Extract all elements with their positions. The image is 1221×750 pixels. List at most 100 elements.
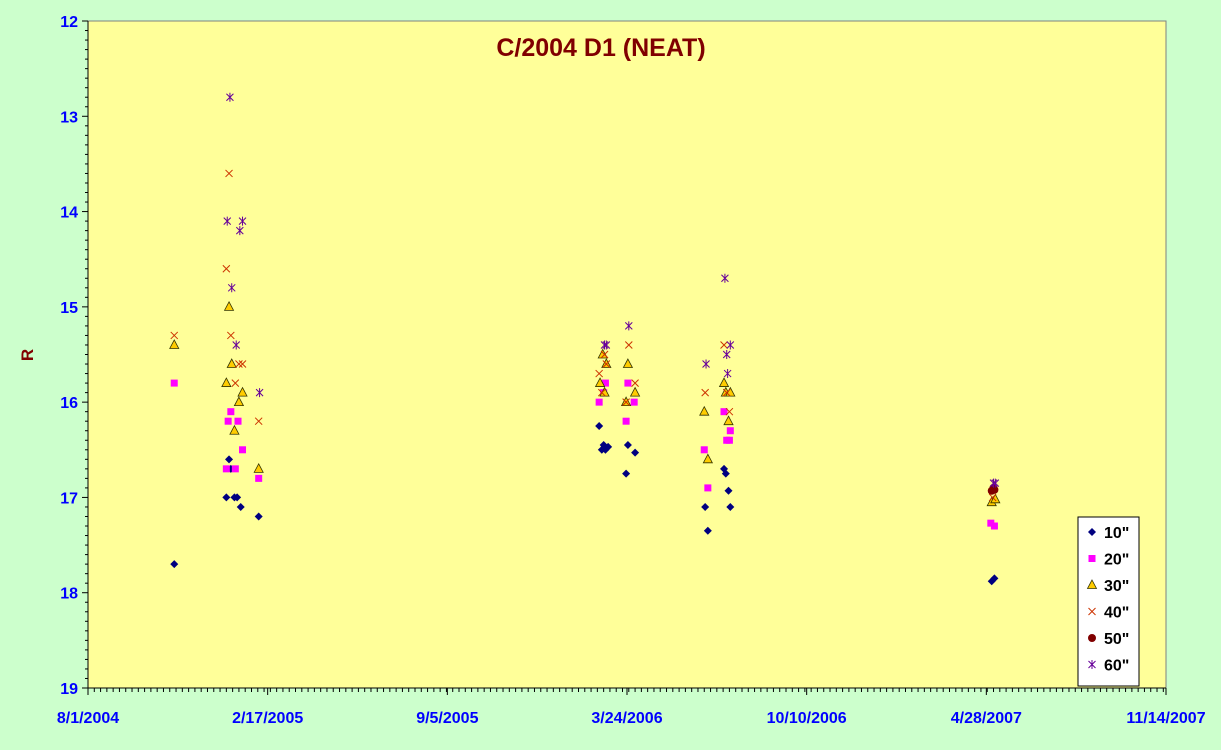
legend-marker [1088,555,1096,562]
x-tick-label: 10/10/2006 [767,710,847,727]
data-point [226,358,237,368]
data-point [224,417,232,425]
data-point [600,340,609,350]
data-point [223,216,232,226]
y-axis-label: R [18,349,37,361]
axes [82,20,1167,695]
x-tick-label: 4/28/2007 [951,710,1022,727]
legend-marker [1088,528,1096,536]
data-point [631,379,639,387]
data-point [988,493,997,502]
data-point [725,407,734,416]
y-tick-labels: 12 13 14 15 16 17 18 19 [60,14,78,698]
data-points [169,92,1001,586]
data-point [595,398,603,406]
data-point [989,478,998,488]
y-tick-label: 18 [60,586,78,603]
data-point [721,273,729,283]
data-point [225,169,233,178]
data-point [720,408,728,416]
data-point [725,436,733,444]
series-4 [170,169,997,502]
data-point [700,446,708,454]
data-point [255,388,264,398]
data-point [231,379,240,387]
series-3 [169,301,1001,507]
legend-marker [1088,634,1096,642]
y-tick-label: 14 [60,205,78,222]
data-point [235,360,243,368]
series-6 [223,92,1000,488]
data-point [723,415,734,426]
legend-label: 10" [1104,525,1129,542]
legend-marker [1088,607,1096,616]
data-point [704,484,712,492]
data-point [595,421,604,430]
legend-entry: 60" [1088,658,1129,675]
legend-entry: 50" [1088,631,1129,648]
data-point [597,388,606,397]
data-point [238,360,247,368]
data-point [699,405,710,416]
legend-label: 60" [1104,658,1129,675]
data-point [631,448,640,457]
data-point [235,226,244,236]
data-point [222,264,231,273]
legend-label: 20" [1104,552,1129,569]
x-tick-label: 11/14/2007 [1126,710,1205,727]
data-point [991,478,1000,488]
series-1 [170,421,999,586]
data-point [170,379,178,387]
chart-title: C/2004 D1 (NEAT) [496,34,705,62]
legend: 10" 20" 30" 40" 50" 60" [1077,516,1140,687]
data-point [722,350,731,359]
data-point [624,321,633,331]
data-point [601,379,609,387]
data-point [222,493,231,502]
data-point [990,493,1001,504]
data-point [229,424,240,435]
data-point [233,493,242,502]
data-point [237,386,248,397]
data-point [990,485,999,494]
legend-entry: 40" [1088,605,1129,622]
data-point [226,331,235,340]
data-point [703,526,712,535]
data-point [622,398,630,406]
data-point [622,469,631,478]
data-point [236,502,245,511]
data-point [622,358,634,368]
data-point [723,369,732,379]
legend-marker [1088,660,1096,669]
data-point [170,560,179,569]
y-tick-label: 12 [60,14,78,31]
data-point [232,340,241,350]
data-point [255,474,263,482]
data-point [724,486,733,495]
data-point [594,377,606,387]
data-point [720,341,728,349]
data-point [602,360,611,368]
data-point [225,455,234,464]
data-point [222,465,230,473]
data-point [602,340,611,350]
data-point [620,396,632,407]
data-point [170,331,179,340]
legend-label: 40" [1104,605,1129,622]
legend-label: 30" [1104,578,1129,595]
data-point [623,441,632,450]
data-point [630,398,638,406]
data-point [254,417,263,426]
data-point [702,453,714,464]
data-point [234,417,242,425]
data-point [233,396,245,407]
data-point [624,379,632,387]
data-point [223,301,235,311]
data-point [987,519,995,527]
data-point [253,462,264,473]
data-point [226,92,234,102]
data-point [629,386,641,397]
data-point [227,408,235,416]
y-tick-label: 17 [60,490,78,507]
